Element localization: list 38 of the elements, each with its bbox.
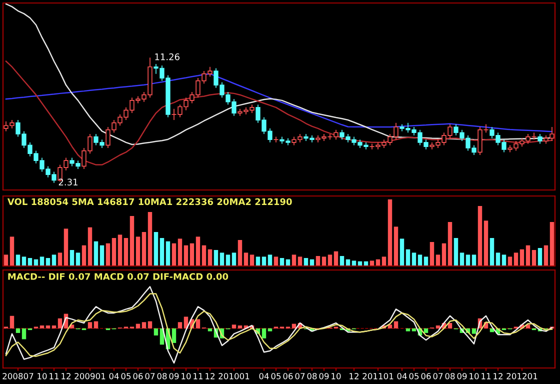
x-tick-label: 04 xyxy=(259,373,269,380)
x-tick-label: 08 xyxy=(307,373,317,380)
x-tick-label: 09 xyxy=(457,373,467,380)
x-tick-label: 06 xyxy=(421,373,431,380)
x-tick-label: 06 xyxy=(283,373,293,380)
x-tick-label: 11 xyxy=(194,373,203,380)
x-tick-label: 09 xyxy=(169,373,179,380)
x-tick-label: 200901 xyxy=(74,373,106,380)
x-tick-label: 10 xyxy=(38,373,47,380)
x-tick-label: 05 xyxy=(121,373,131,380)
x-tick-label: 09 xyxy=(319,373,329,380)
x-tick-label: 07 xyxy=(433,373,443,380)
x-tick-label: 200807 xyxy=(2,373,34,380)
x-tick-label: 12 xyxy=(350,373,358,380)
x-tick-label: 12 xyxy=(62,373,70,380)
x-tick-label: 11 xyxy=(50,373,59,380)
x-tick-label: 201101 xyxy=(362,373,394,380)
annotation: VOL 188054 5MA 146817 10MA1 222336 20MA2 212190 xyxy=(7,198,292,206)
x-tick-label: 04 xyxy=(109,373,119,380)
text: MACD-- DIF 0.07 MACD 0.07 DIF-MACD 0.00 xyxy=(8,273,228,280)
x-tick-label: 10 xyxy=(470,373,479,380)
x-tick-label: 12 xyxy=(494,373,502,380)
x-tick-label: 12 xyxy=(206,373,214,380)
x-tick-label: 201201 xyxy=(506,373,538,380)
x-tick-label: 11 xyxy=(482,373,491,380)
annotation: 2.31 xyxy=(58,178,78,186)
x-tick-label: 10 xyxy=(332,373,341,380)
x-tick-label: 10 xyxy=(182,373,191,380)
x-tick-label: 08 xyxy=(445,373,455,380)
x-tick-label: 08 xyxy=(157,373,167,380)
x-tick-label: 06 xyxy=(133,373,143,380)
x-tick-label: 04 xyxy=(397,373,407,380)
annotation: 11.26 xyxy=(155,53,180,60)
x-tick-label: 05 xyxy=(409,373,419,380)
x-tick-label: 05 xyxy=(271,373,281,380)
x-tick-label: 201001 xyxy=(218,373,250,380)
x-tick-label: 07 xyxy=(295,373,305,380)
x-tick-label: 07 xyxy=(145,373,155,380)
